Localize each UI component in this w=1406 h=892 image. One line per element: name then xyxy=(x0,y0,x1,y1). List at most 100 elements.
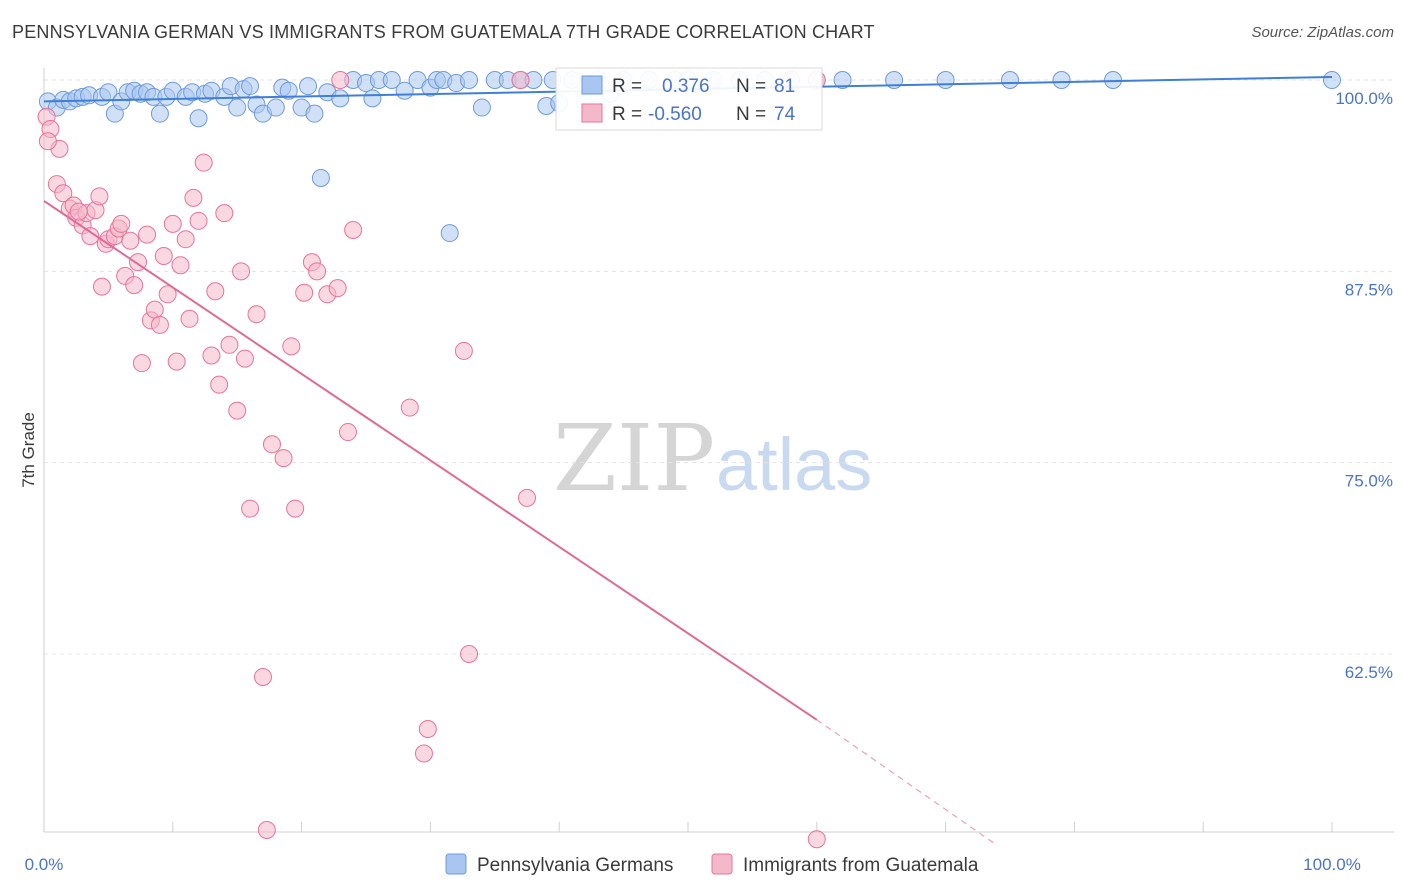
point-immigrants-guatemala-63 xyxy=(414,744,433,763)
point-immigrants-guatemala-35 xyxy=(184,188,203,207)
point-immigrants-guatemala-42 xyxy=(220,335,239,354)
point-pennsylvania-germans-51 xyxy=(472,98,491,117)
point-immigrants-guatemala-58 xyxy=(328,279,347,298)
stats-n-value-1: 74 xyxy=(774,104,796,125)
y-tick-labels: 100.0% 87.5% 75.0% 62.5% xyxy=(1335,89,1393,682)
y-axis-label: 7th Grade xyxy=(19,412,38,488)
chart-title: PENNSYLVANIA GERMAN VS IMMIGRANTS FROM G… xyxy=(12,22,875,42)
stats-n-value-0: 81 xyxy=(774,76,795,97)
point-immigrants-guatemala-68 xyxy=(511,71,530,89)
stats-n-label-1: N = xyxy=(736,104,766,125)
y-tick-label-1: 87.5% xyxy=(1345,280,1393,299)
stats-r-value-0: 0.376 xyxy=(662,76,710,97)
point-immigrants-guatemala-43 xyxy=(228,401,247,420)
point-pennsylvania-germans-41 xyxy=(363,89,382,108)
point-immigrants-guatemala-56 xyxy=(308,262,327,281)
point-immigrants-guatemala-67 xyxy=(518,488,536,507)
point-pennsylvania-germans-31 xyxy=(266,98,285,117)
legend-label-immigrants-guatemala: Immigrants from Guatemala xyxy=(743,855,979,876)
point-pennsylvania-germans-79 xyxy=(311,168,330,187)
point-immigrants-guatemala-4 xyxy=(54,184,73,203)
point-immigrants-guatemala-41 xyxy=(215,204,234,223)
stats-swatch-blue xyxy=(581,75,603,95)
point-pennsylvania-germans-80 xyxy=(440,224,459,243)
trend-line-immigrants-guatemala xyxy=(43,200,818,721)
point-pennsylvania-germans-76 xyxy=(1052,71,1071,89)
point-pennsylvania-germans-28 xyxy=(241,77,260,96)
y-tick-label-2: 75.0% xyxy=(1345,472,1393,491)
point-immigrants-guatemala-49 xyxy=(257,821,276,840)
stats-swatch-pink xyxy=(581,103,603,123)
legend-swatch-immigrants-guatemala xyxy=(711,853,733,875)
x-ticks xyxy=(43,822,1333,832)
point-immigrants-guatemala-29 xyxy=(158,285,177,304)
point-pennsylvania-germans-72 xyxy=(833,71,852,89)
point-pennsylvania-germans-74 xyxy=(936,71,955,89)
point-immigrants-guatemala-36 xyxy=(189,211,208,230)
point-immigrants-guatemala-54 xyxy=(295,283,314,302)
point-immigrants-guatemala-73 xyxy=(69,202,88,221)
point-pennsylvania-germans-16 xyxy=(150,104,169,123)
point-pennsylvania-germans-21 xyxy=(189,109,208,128)
point-immigrants-guatemala-52 xyxy=(282,337,301,356)
watermark-atlas: atlas xyxy=(716,423,872,506)
trend-line-immigrants-guatemala-extension xyxy=(816,719,998,846)
point-immigrants-guatemala-21 xyxy=(125,276,144,295)
point-pennsylvania-germans-36 xyxy=(305,104,324,123)
point-immigrants-guatemala-10 xyxy=(81,227,100,246)
point-immigrants-guatemala-23 xyxy=(132,354,151,373)
point-immigrants-guatemala-27 xyxy=(150,315,169,334)
point-immigrants-guatemala-12 xyxy=(90,187,109,206)
legend-swatch-pennsylvania-germans xyxy=(445,853,467,875)
legend: Pennsylvania Germans Immigrants from Gua… xyxy=(445,853,979,876)
point-immigrants-guatemala-61 xyxy=(331,71,350,89)
point-immigrants-guatemala-20 xyxy=(121,231,140,250)
y-tick-label-0: 100.0% xyxy=(1335,89,1393,108)
point-immigrants-guatemala-38 xyxy=(202,346,221,365)
point-immigrants-guatemala-53 xyxy=(286,499,305,518)
stats-box: R = 0.376 N = 81 R = -0.560 N = 74 xyxy=(555,67,823,131)
point-immigrants-guatemala-31 xyxy=(167,352,186,371)
chart-source: Source: ZipAtlas.com xyxy=(1251,24,1394,41)
point-pennsylvania-germans-43 xyxy=(382,71,401,89)
point-immigrants-guatemala-13 xyxy=(92,277,111,296)
stats-n-label-0: N = xyxy=(736,76,766,97)
stats-r-label-1: R = xyxy=(612,104,642,125)
watermark-zip: ZIP xyxy=(553,405,715,512)
point-immigrants-guatemala-30 xyxy=(163,214,182,233)
point-immigrants-guatemala-59 xyxy=(338,423,357,442)
point-immigrants-guatemala-64 xyxy=(418,720,437,739)
point-immigrants-guatemala-62 xyxy=(400,398,419,417)
point-pennsylvania-germans-78 xyxy=(1323,71,1341,89)
stats-r-value-1: -0.560 xyxy=(648,104,702,125)
point-immigrants-guatemala-24 xyxy=(138,225,157,244)
point-immigrants-guatemala-44 xyxy=(232,262,251,281)
point-immigrants-guatemala-34 xyxy=(180,309,199,328)
point-immigrants-guatemala-26 xyxy=(145,300,164,319)
legend-label-pennsylvania-germans: Pennsylvania Germans xyxy=(477,855,673,876)
y-tick-label-3: 62.5% xyxy=(1345,663,1393,682)
point-immigrants-guatemala-66 xyxy=(460,645,479,663)
point-immigrants-guatemala-51 xyxy=(274,449,293,468)
point-pennsylvania-germans-38 xyxy=(331,89,350,108)
point-immigrants-guatemala-45 xyxy=(235,349,254,368)
point-immigrants-guatemala-37 xyxy=(194,153,213,172)
stats-r-label-0: R = xyxy=(612,76,642,97)
point-immigrants-guatemala-28 xyxy=(154,247,173,266)
point-immigrants-guatemala-60 xyxy=(344,221,363,240)
point-immigrants-guatemala-72 xyxy=(38,132,57,151)
point-immigrants-guatemala-48 xyxy=(253,667,272,686)
point-immigrants-guatemala-71 xyxy=(807,830,826,849)
point-pennsylvania-germans-33 xyxy=(279,81,298,100)
x-tick-label-max: 100.0% xyxy=(1303,855,1361,874)
point-pennsylvania-germans-50 xyxy=(460,71,479,89)
point-immigrants-guatemala-18 xyxy=(112,214,131,233)
point-pennsylvania-germans-35 xyxy=(299,77,318,96)
point-immigrants-guatemala-47 xyxy=(247,305,266,324)
point-immigrants-guatemala-65 xyxy=(454,341,473,360)
point-immigrants-guatemala-40 xyxy=(210,375,229,394)
point-immigrants-guatemala-33 xyxy=(176,230,195,249)
point-immigrants-guatemala-50 xyxy=(262,435,281,454)
point-pennsylvania-germans-75 xyxy=(1001,71,1019,89)
